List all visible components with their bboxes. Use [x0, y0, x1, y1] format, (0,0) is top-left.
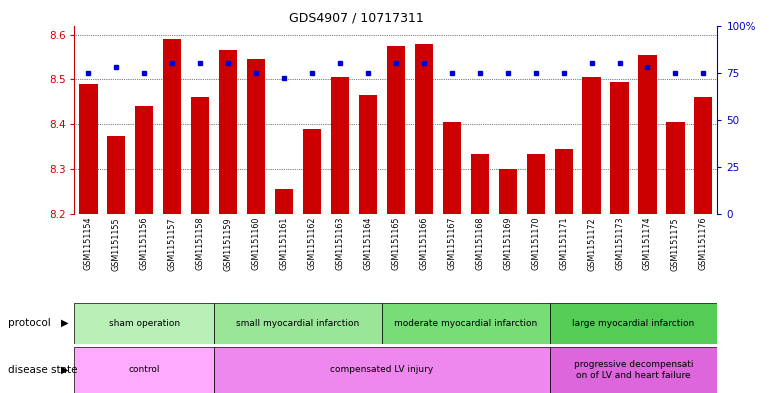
Bar: [359, 95, 377, 214]
Bar: [382, 303, 550, 344]
Bar: [107, 136, 125, 214]
Text: ▶: ▶: [60, 318, 68, 328]
Bar: [583, 77, 601, 214]
Text: disease state: disease state: [8, 365, 78, 375]
Text: protocol: protocol: [8, 318, 51, 328]
Bar: [136, 107, 154, 214]
Text: moderate myocardial infarction: moderate myocardial infarction: [394, 319, 537, 328]
Bar: [74, 347, 214, 393]
Bar: [550, 303, 717, 344]
Text: large myocardial infarction: large myocardial infarction: [572, 319, 695, 328]
Bar: [695, 97, 713, 214]
Bar: [74, 303, 214, 344]
Bar: [275, 189, 293, 214]
Text: sham operation: sham operation: [109, 319, 180, 328]
Bar: [214, 303, 382, 344]
Bar: [219, 50, 238, 214]
Text: control: control: [129, 365, 160, 374]
Bar: [499, 169, 517, 214]
Bar: [247, 59, 265, 214]
Bar: [527, 154, 545, 214]
Text: small myocardial infarction: small myocardial infarction: [237, 319, 360, 328]
Text: compensated LV injury: compensated LV injury: [330, 365, 434, 374]
Text: progressive decompensati
on of LV and heart failure: progressive decompensati on of LV and he…: [574, 360, 693, 380]
Text: ▶: ▶: [60, 365, 68, 375]
Bar: [470, 154, 489, 214]
Bar: [443, 122, 461, 214]
Bar: [550, 347, 717, 393]
Bar: [191, 97, 209, 214]
Bar: [79, 84, 97, 214]
Bar: [163, 39, 181, 214]
Text: GDS4907 / 10717311: GDS4907 / 10717311: [289, 12, 424, 25]
Bar: [214, 347, 550, 393]
Bar: [415, 44, 433, 214]
Bar: [666, 122, 684, 214]
Bar: [303, 129, 321, 214]
Bar: [554, 149, 572, 214]
Bar: [331, 77, 349, 214]
Bar: [638, 55, 656, 214]
Bar: [611, 82, 629, 214]
Bar: [387, 46, 405, 214]
